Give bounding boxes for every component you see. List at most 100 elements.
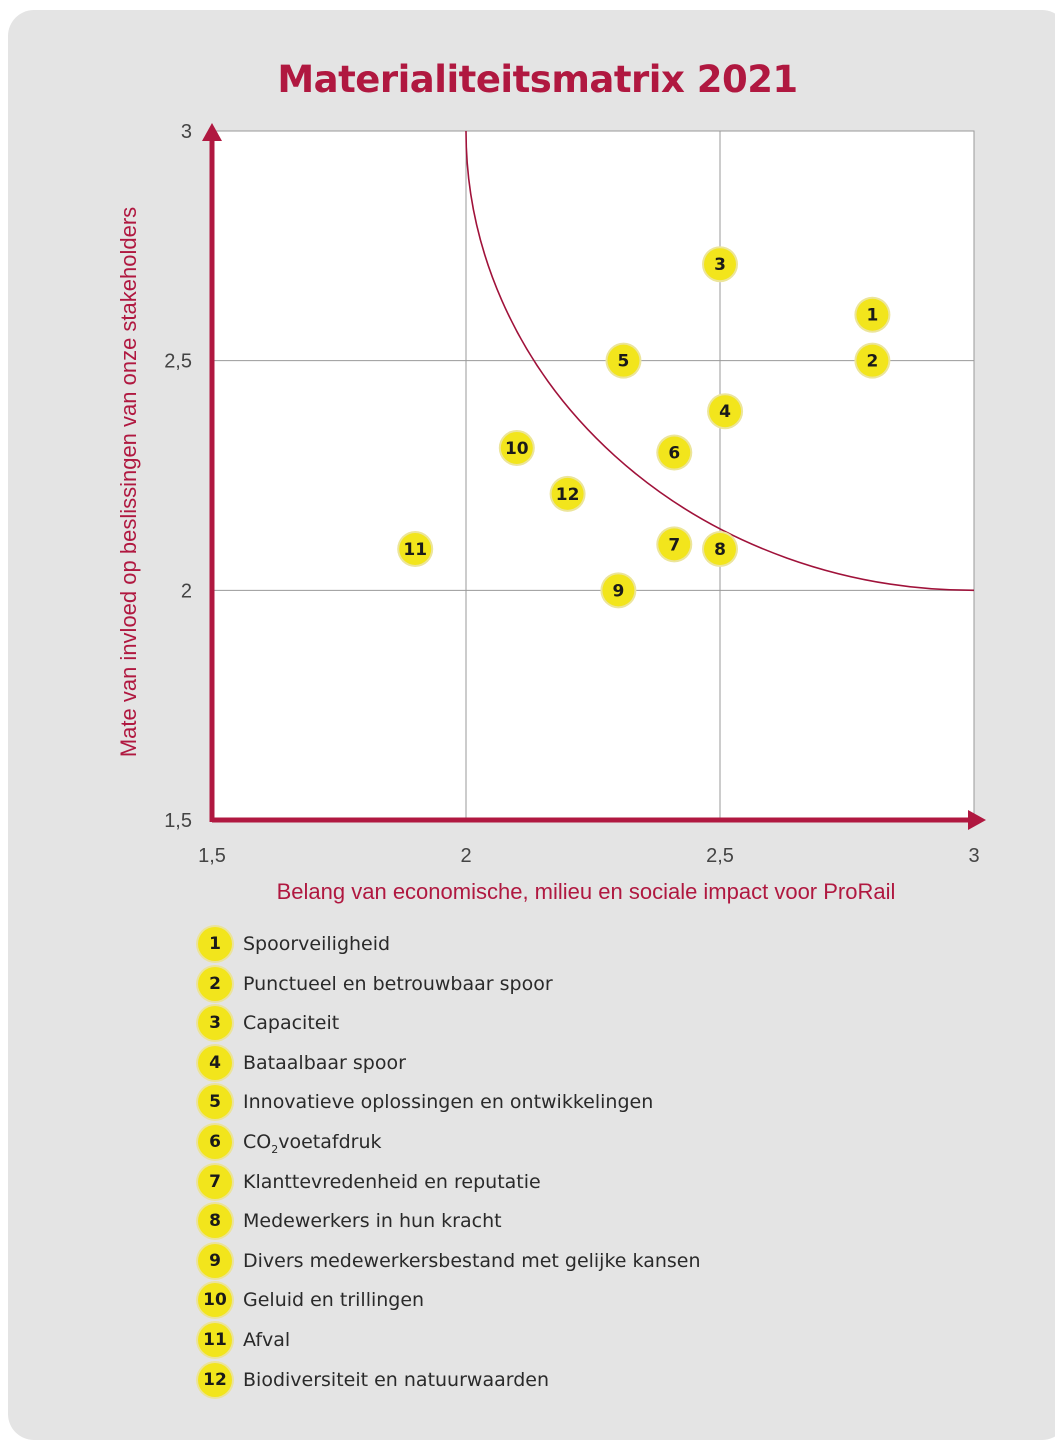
legend-label-text: Capaciteit xyxy=(243,1012,340,1035)
legend-label-text: Divers medewerkersbestand met gelijke ka… xyxy=(243,1249,701,1272)
legend-label: Bataalbaar spoor xyxy=(243,1052,406,1074)
legend-label-text: CO xyxy=(243,1131,272,1153)
data-point-label: 7 xyxy=(668,535,680,555)
chart-title: Materialiteitsmatrix 2021 xyxy=(277,58,798,101)
x-axis-arrow xyxy=(968,810,986,830)
data-point-marker xyxy=(709,395,742,428)
legend-label: Afval xyxy=(243,1329,290,1351)
legend-number-badge: 6 xyxy=(198,1125,232,1159)
legend-item: 6 CO2voetafdruk xyxy=(198,1125,898,1161)
data-point-marker xyxy=(500,431,533,464)
data-point-marker xyxy=(658,436,691,469)
legend-item: 12 Biodiversiteit en natuurwaarden xyxy=(198,1362,898,1399)
legend-item: 8 Medewerkers in hun kracht xyxy=(198,1204,898,1240)
x-axis-label: Belang van economische, milieu en social… xyxy=(277,879,896,904)
data-point-label: 4 xyxy=(719,402,731,422)
y-tick-label: 2,5 xyxy=(164,351,192,373)
legend-number-badge: 3 xyxy=(198,1006,232,1041)
legend-number-badge: 4 xyxy=(198,1045,232,1080)
legend-item: 7 Klanttevredenheid en reputatie xyxy=(198,1164,898,1201)
data-point-label: 11 xyxy=(403,540,427,560)
materiality-matrix-chart: 1,5 2 2,5 3 1,5 2 2,5 3 Belang van economische,… xyxy=(116,121,986,904)
legend-item: 11 Afval xyxy=(198,1323,898,1359)
legend-label: Punctueel en betrouwbaar spoor xyxy=(243,973,553,995)
data-point-marker xyxy=(607,344,640,377)
legend-number-badge: 12 xyxy=(198,1362,232,1397)
legend-item: 1 Spoorveiligheid xyxy=(198,927,898,963)
data-point-marker xyxy=(704,248,736,281)
plot-area xyxy=(211,130,975,821)
data-point-marker xyxy=(856,298,889,331)
data-point-4: 4 xyxy=(707,393,744,430)
legend-item: 3 Capaciteit xyxy=(198,1006,898,1042)
data-point-label: 2 xyxy=(866,352,878,372)
legend-number-badge: 10 xyxy=(198,1283,232,1318)
data-point-11: 11 xyxy=(397,530,434,567)
legend-label-text: Geluid en trillingen xyxy=(243,1289,425,1312)
legend-number-badge: 9 xyxy=(198,1243,232,1278)
data-point-marker xyxy=(551,477,584,510)
data-point-2: 2 xyxy=(854,342,891,379)
legend-label-text: voetafdruk xyxy=(278,1131,382,1153)
legend-item: 10 Geluid en trillingen xyxy=(198,1283,898,1319)
legend-label-text: Spoorveiligheid xyxy=(243,933,391,955)
y-axis-label: Mate van invloed op beslissingen van onz… xyxy=(116,207,141,757)
legend-label-text: Punctueel en betrouwbaar spoor xyxy=(243,972,553,995)
tick-labels: 1,5 2 2,5 3 1,5 2 2,5 3 xyxy=(164,121,979,867)
data-point-label: 9 xyxy=(612,581,624,601)
data-point-marker xyxy=(658,528,691,561)
legend-label-subscript: 2 xyxy=(271,1142,279,1156)
legend-item: 9 Divers medewerkersbestand met gelijke k… xyxy=(198,1243,898,1280)
legend-label: Capaciteit xyxy=(243,1012,339,1034)
legend-number-badge: 8 xyxy=(198,1204,232,1239)
y-tick-label: 2 xyxy=(181,580,192,602)
y-tick-label: 1,5 xyxy=(164,810,192,832)
legend-label: Medewerkers in hun kracht xyxy=(243,1210,502,1232)
legend-label-text: Afval xyxy=(243,1329,291,1351)
legend-item: 4 Bataalbaar spoor xyxy=(198,1045,898,1082)
x-tick-label: 3 xyxy=(968,845,979,867)
legend-label-text: Bataalbaar spoor xyxy=(243,1051,406,1074)
data-point-6: 6 xyxy=(656,434,693,471)
legend-label: Divers medewerkersbestand met gelijke ka… xyxy=(243,1250,701,1272)
grid xyxy=(211,130,975,821)
legend-number-badge: 11 xyxy=(198,1323,232,1357)
legend-label-text: Klanttevredenheid en reputatie xyxy=(243,1170,541,1193)
legend-label: Klanttevredenheid en reputatie xyxy=(243,1171,541,1193)
legend-number-badge: 7 xyxy=(198,1164,232,1199)
legend-label-text: Innovatieve oplossingen en ontwikkelinge… xyxy=(243,1091,654,1114)
axes xyxy=(202,123,986,830)
data-point-label: 5 xyxy=(618,352,630,372)
data-point-marker xyxy=(704,532,736,565)
data-point-marker xyxy=(399,532,432,565)
data-point-label: 12 xyxy=(556,485,580,505)
data-point-5: 5 xyxy=(605,342,642,379)
data-point-label: 1 xyxy=(866,306,878,326)
threshold-curve xyxy=(465,130,975,592)
legend-label: Geluid en trillingen xyxy=(243,1289,424,1311)
data-point-label: 8 xyxy=(714,540,726,560)
legend-label: CO2voetafdruk xyxy=(243,1131,382,1156)
legend-label: Innovatieve oplossingen en ontwikkelinge… xyxy=(243,1091,653,1113)
legend-number-badge: 1 xyxy=(198,927,232,961)
data-point-1: 1 xyxy=(854,296,891,333)
legend-label-text: Biodiversiteit en natuurwaarden xyxy=(243,1368,550,1391)
data-point-marker xyxy=(602,574,635,607)
y-tick-label: 3 xyxy=(181,121,192,143)
data-point-label: 6 xyxy=(668,444,680,464)
data-point-marker xyxy=(856,344,889,377)
legend-number-badge: 5 xyxy=(198,1085,232,1120)
data-point-label: 3 xyxy=(714,255,726,275)
data-point-3: 3 xyxy=(702,246,738,283)
legend-number-badge: 2 xyxy=(198,966,232,1001)
data-point-8: 8 xyxy=(702,530,738,567)
legend-label: Biodiversiteit en natuurwaarden xyxy=(243,1369,549,1391)
legend-label-text: Medewerkers in hun kracht xyxy=(243,1210,502,1233)
y-axis-arrow xyxy=(202,123,222,141)
legend-item: 2 Punctueel en betrouwbaar spoor xyxy=(198,966,898,1003)
x-tick-label: 1,5 xyxy=(198,845,226,867)
x-tick-label: 2 xyxy=(460,845,471,867)
data-point-7: 7 xyxy=(656,526,693,563)
data-point-12: 12 xyxy=(549,475,586,512)
